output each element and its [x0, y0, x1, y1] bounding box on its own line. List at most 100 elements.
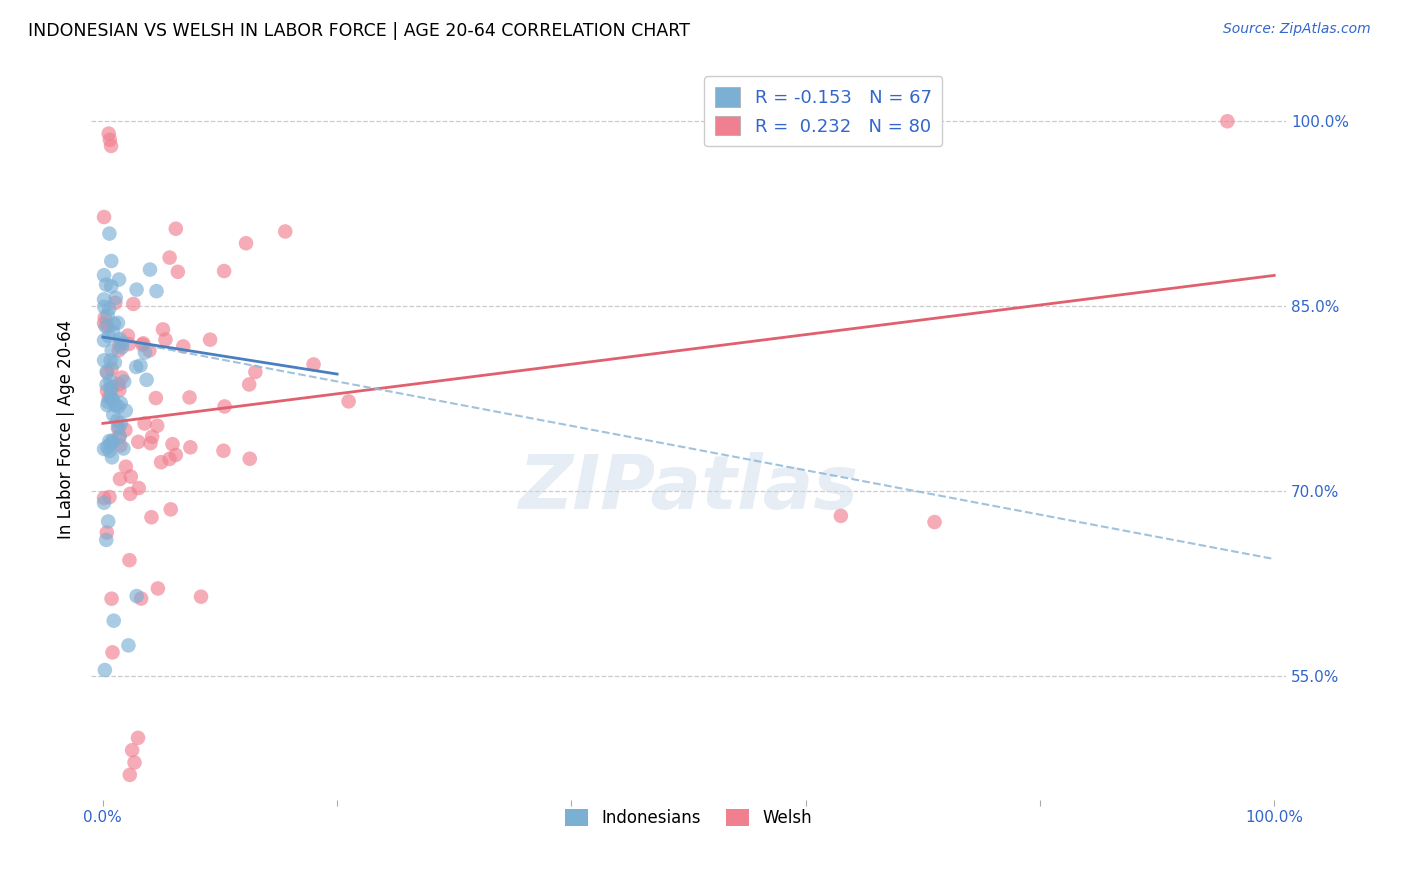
Point [93, 268, 115, 283]
Point [120, 469, 142, 483]
Point [112, 442, 135, 456]
Point [100, 343, 122, 358]
Point [101, 392, 124, 406]
Point [93, 300, 115, 314]
Point [238, 377, 260, 392]
Point [134, 345, 156, 359]
Point [93, 442, 115, 456]
Point [94, 319, 117, 334]
Point [110, 396, 132, 410]
Point [155, 333, 177, 347]
Point [104, 355, 127, 369]
Point [165, 448, 187, 462]
Point [98, 227, 121, 241]
Point [101, 435, 124, 450]
Point [127, 434, 149, 449]
Point [104, 291, 127, 305]
Point [101, 434, 124, 448]
Point [145, 391, 167, 405]
Point [93, 491, 115, 505]
Point [190, 590, 212, 604]
Point [103, 394, 125, 409]
Point [141, 430, 163, 444]
Point [101, 450, 124, 465]
Point [117, 328, 139, 343]
Point [118, 337, 141, 351]
Point [93, 293, 115, 307]
Point [96, 377, 118, 392]
Point [101, 645, 124, 659]
Point [98, 437, 121, 451]
Point [302, 358, 325, 372]
Point [141, 510, 163, 524]
Point [159, 502, 181, 516]
Point [96, 384, 118, 398]
Point [165, 221, 187, 235]
Point [96, 365, 118, 379]
Point [139, 262, 162, 277]
Point [98, 329, 121, 343]
Point [96, 525, 118, 540]
Point [96, 533, 118, 547]
Point [120, 487, 142, 501]
Point [127, 731, 149, 745]
Point [98, 434, 121, 448]
Point [100, 374, 122, 388]
Point [96, 398, 118, 412]
Point [245, 365, 267, 379]
Y-axis label: In Labor Force | Age 20-64: In Labor Force | Age 20-64 [58, 320, 75, 539]
Point [97, 515, 120, 529]
Point [94, 310, 117, 325]
Point [107, 400, 129, 414]
Point [93, 210, 115, 224]
Point [274, 225, 297, 239]
Point [100, 361, 122, 376]
Point [117, 639, 139, 653]
Point [150, 455, 173, 469]
Point [125, 359, 148, 374]
Point [172, 339, 194, 353]
Point [179, 440, 201, 454]
Point [98, 133, 121, 147]
Point [118, 553, 141, 567]
Point [107, 316, 129, 330]
Point [108, 429, 131, 443]
Point [97, 127, 120, 141]
Point [134, 417, 156, 431]
Point [135, 373, 157, 387]
Point [97, 391, 120, 405]
Point [94, 277, 117, 292]
Point [100, 591, 122, 606]
Point [96, 366, 118, 380]
Point [93, 353, 115, 368]
Point [124, 756, 146, 770]
Point [98, 301, 121, 316]
Point [108, 421, 131, 435]
Point [111, 335, 134, 350]
Text: ZIPatlas: ZIPatlas [519, 452, 859, 525]
Point [924, 515, 946, 529]
Point [93, 334, 115, 348]
Text: Source: ZipAtlas.com: Source: ZipAtlas.com [1223, 22, 1371, 37]
Point [122, 297, 145, 311]
Point [131, 337, 153, 351]
Point [110, 332, 132, 346]
Point [162, 437, 184, 451]
Point [830, 508, 852, 523]
Point [100, 383, 122, 397]
Point [98, 490, 121, 504]
Point [108, 272, 131, 286]
Point [107, 421, 129, 435]
Point [121, 743, 143, 757]
Point [125, 283, 148, 297]
Point [100, 353, 122, 368]
Point [103, 326, 125, 340]
Point [179, 391, 201, 405]
Legend: Indonesians, Welsh: Indonesians, Welsh [557, 801, 821, 836]
Point [111, 340, 134, 354]
Point [146, 418, 169, 433]
Point [107, 377, 129, 392]
Point [159, 451, 181, 466]
Point [97, 308, 120, 322]
Point [100, 139, 122, 153]
